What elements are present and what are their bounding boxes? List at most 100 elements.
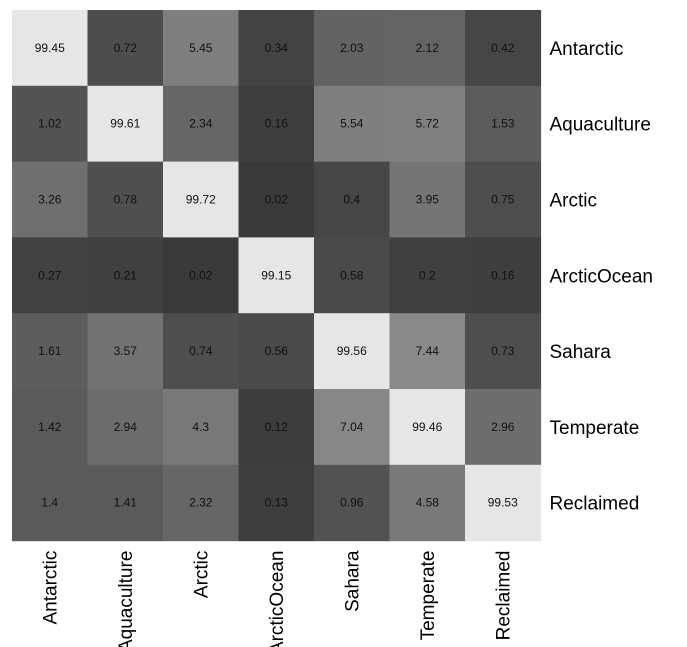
heatmap-cell-value: 4.58 bbox=[416, 496, 440, 510]
column-label: ArcticOcean bbox=[267, 551, 288, 647]
heatmap-cell bbox=[238, 161, 315, 238]
heatmap-cell-value: 1.41 bbox=[114, 496, 138, 510]
heatmap-cell-value: 1.53 bbox=[491, 117, 515, 131]
heatmap-cell-value: 3.57 bbox=[114, 344, 138, 358]
heatmap-cell bbox=[389, 10, 466, 87]
heatmap-cell bbox=[238, 464, 315, 542]
heatmap-cell bbox=[314, 161, 391, 238]
heatmap-cell-value: 5.72 bbox=[416, 117, 440, 131]
heatmap-cell bbox=[12, 313, 89, 390]
heatmap-cell bbox=[12, 389, 89, 466]
heatmap-cell-value: 0.73 bbox=[491, 344, 515, 358]
heatmap-cell bbox=[163, 313, 240, 390]
heatmap-cell-value: 0.16 bbox=[491, 268, 515, 282]
row-label: Temperate bbox=[550, 418, 640, 439]
heatmap-cell-value: 7.04 bbox=[340, 420, 364, 434]
heatmap-cell bbox=[163, 10, 240, 87]
heatmap-cell bbox=[389, 237, 466, 314]
row-label: Reclaimed bbox=[550, 494, 640, 515]
heatmap-cell bbox=[389, 313, 466, 390]
row-label: ArcticOcean bbox=[550, 266, 653, 287]
heatmap-cell bbox=[389, 389, 466, 466]
row-label: Arctic bbox=[550, 191, 598, 212]
heatmap-cell bbox=[389, 161, 466, 238]
heatmap-cell bbox=[238, 389, 315, 466]
heatmap-value-labels: 99.45 0.72 5.45 0.34 2.03 2.12 0.42 1.02 99.61 2.… bbox=[35, 41, 518, 510]
heatmap-cell-value: 3.95 bbox=[416, 193, 440, 207]
heatmap-cells bbox=[12, 10, 542, 542]
heatmap-cell bbox=[389, 85, 466, 163]
heatmap-cell bbox=[314, 464, 391, 542]
heatmap-cell-value: 0.96 bbox=[340, 496, 364, 510]
heatmap-cell bbox=[389, 464, 466, 542]
heatmap-cell-value: 0.75 bbox=[491, 193, 515, 207]
heatmap-cell-value: 0.58 bbox=[340, 268, 364, 282]
column-label: Aquaculture bbox=[116, 551, 137, 647]
heatmap-cell bbox=[314, 237, 391, 314]
heatmap-cell-value: 99.15 bbox=[261, 268, 291, 282]
heatmap-cell bbox=[87, 464, 164, 542]
column-labels: Antarctic Aquaculture Arctic ArcticOcean Sah… bbox=[41, 550, 515, 647]
heatmap-cell bbox=[87, 237, 164, 314]
row-label: Aquaculture bbox=[550, 115, 651, 136]
heatmap-cell-value: 99.53 bbox=[488, 496, 518, 510]
heatmap-cell-value: 2.12 bbox=[416, 41, 440, 55]
heatmap-cell bbox=[163, 389, 240, 466]
heatmap-cell-value: 1.02 bbox=[38, 117, 62, 131]
heatmap-cell bbox=[238, 10, 315, 87]
heatmap-cell-value: 0.12 bbox=[265, 420, 289, 434]
heatmap-cell bbox=[163, 85, 240, 163]
heatmap-cell bbox=[12, 161, 89, 238]
heatmap-cell bbox=[465, 237, 542, 314]
heatmap-cell-value: 2.32 bbox=[189, 496, 213, 510]
heatmap-cell bbox=[87, 161, 164, 238]
heatmap-cell-value: 0.21 bbox=[114, 268, 138, 282]
heatmap-cell-value: 2.03 bbox=[340, 41, 364, 55]
heatmap-cell bbox=[314, 10, 391, 87]
heatmap-cell bbox=[87, 85, 164, 163]
heatmap-cell-value: 0.13 bbox=[265, 496, 289, 510]
row-labels: Antarctic Aquaculture Arctic ArcticOcean Sah… bbox=[550, 39, 653, 515]
heatmap-cell-value: 0.27 bbox=[38, 268, 62, 282]
heatmap-cell-value: 2.96 bbox=[491, 420, 515, 434]
heatmap-cell bbox=[465, 85, 542, 163]
heatmap-cell-value: 0.72 bbox=[114, 41, 138, 55]
heatmap-cell bbox=[238, 85, 315, 163]
heatmap-cell-value: 1.42 bbox=[38, 420, 62, 434]
row-label: Antarctic bbox=[550, 39, 624, 60]
heatmap-cell bbox=[314, 85, 391, 163]
heatmap-cell-value: 0.02 bbox=[189, 268, 213, 282]
heatmap-cell-value: 5.45 bbox=[189, 41, 213, 55]
heatmap-cell-value: 3.26 bbox=[38, 193, 62, 207]
heatmap-cell-value: 1.61 bbox=[38, 344, 62, 358]
heatmap-cell-value: 2.34 bbox=[189, 117, 213, 131]
heatmap-cell bbox=[12, 10, 89, 87]
heatmap-cell-value: 0.4 bbox=[343, 193, 360, 207]
column-label: Temperate bbox=[418, 551, 439, 641]
column-label: Reclaimed bbox=[494, 551, 515, 641]
heatmap-cell bbox=[465, 389, 542, 466]
heatmap-cell-value: 0.02 bbox=[265, 193, 289, 207]
heatmap-cell-value: 99.61 bbox=[110, 117, 140, 131]
heatmap-cell bbox=[163, 161, 240, 238]
heatmap-cell-value: 5.54 bbox=[340, 117, 364, 131]
heatmap-cell bbox=[238, 237, 315, 314]
heatmap-cell-value: 1.4 bbox=[41, 496, 58, 510]
heatmap-cell bbox=[465, 313, 542, 390]
heatmap-cell bbox=[238, 313, 315, 390]
heatmap-cell bbox=[465, 464, 542, 542]
column-label: Arctic bbox=[192, 551, 213, 599]
heatmap-cell-value: 4.3 bbox=[192, 420, 209, 434]
heatmap-cell-value: 0.74 bbox=[189, 344, 213, 358]
heatmap-cell bbox=[314, 313, 391, 390]
heatmap-cell bbox=[12, 237, 89, 314]
heatmap-cell bbox=[87, 313, 164, 390]
heatmap-cell-value: 99.72 bbox=[186, 193, 216, 207]
heatmap-cell bbox=[314, 389, 391, 466]
heatmap-cell bbox=[12, 464, 89, 542]
heatmap-cell-value: 0.42 bbox=[491, 41, 515, 55]
heatmap-cell-value: 0.56 bbox=[265, 344, 289, 358]
heatmap-cell-value: 99.45 bbox=[35, 41, 65, 55]
heatmap-cell bbox=[87, 10, 164, 87]
